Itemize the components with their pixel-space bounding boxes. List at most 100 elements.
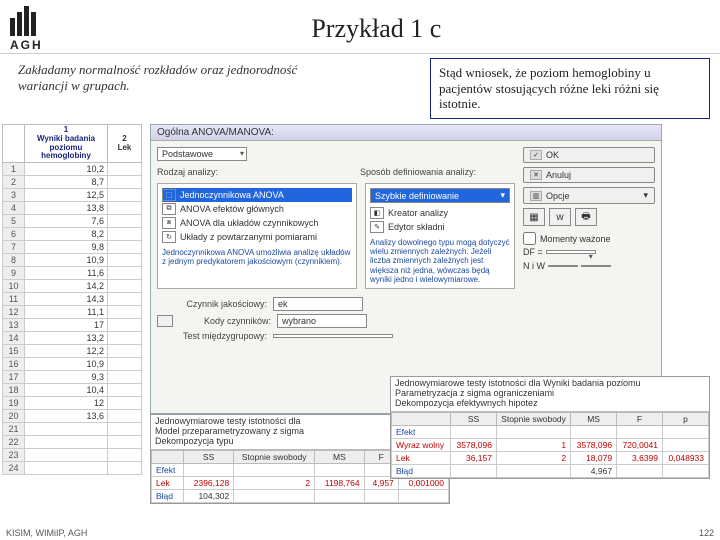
momenty-checkbox[interactable]: Momenty ważone bbox=[523, 232, 655, 245]
row-num: 13 bbox=[3, 319, 25, 332]
n-val2[interactable] bbox=[581, 265, 611, 267]
kody-label: Kody czynników: bbox=[179, 316, 271, 326]
lek-cell bbox=[108, 371, 142, 384]
hgb-value: 13,2 bbox=[25, 332, 108, 345]
type-icon: ⧉ bbox=[162, 203, 176, 215]
anova-type-0[interactable]: ⬚ Jednoczynnikowa ANOVA bbox=[162, 188, 352, 202]
row-num: 11 bbox=[3, 293, 25, 306]
czynnik-field[interactable]: ek bbox=[273, 297, 363, 311]
row-num: 5 bbox=[3, 215, 25, 228]
hgb-value: 13,6 bbox=[25, 410, 108, 423]
row-num: 4 bbox=[3, 202, 25, 215]
hgb-value: 14,2 bbox=[25, 280, 108, 293]
options-button[interactable]: ▥Opcje▾ bbox=[523, 187, 655, 204]
hgb-value bbox=[25, 423, 108, 436]
lek-cell bbox=[108, 228, 142, 241]
hgb-value: 17 bbox=[25, 319, 108, 332]
row-num: 18 bbox=[3, 384, 25, 397]
logo-text: AGH bbox=[10, 38, 43, 52]
kody-field[interactable]: wybrano bbox=[277, 314, 367, 328]
footer-right: 122 bbox=[699, 528, 714, 538]
agh-logo: AGH bbox=[10, 6, 43, 52]
hgb-value: 13,8 bbox=[25, 202, 108, 215]
footer-left: KISIM, WIMiIP, AGH bbox=[6, 528, 87, 538]
tab-podstawowe[interactable]: Podstawowe bbox=[157, 147, 247, 161]
anova-type-1[interactable]: ⧉ ANOVA efektów głównych bbox=[162, 202, 352, 216]
hemoglobin-data-table: 1 Wyniki badania poziomu hemoglobiny 2 L… bbox=[2, 124, 142, 475]
anova-right-panel: ✓OK ✕Anuluj ▥Opcje▾ ▦ w 🖶 Momenty ważone… bbox=[523, 147, 655, 405]
spec-panel: Szybkie definiowanie▾ ◧Kreator analizy✎E… bbox=[365, 183, 515, 289]
row-num: 7 bbox=[3, 241, 25, 254]
anova-dialog-title: Ogólna ANOVA/MANOVA: bbox=[151, 125, 661, 141]
n-label: N i W bbox=[523, 261, 545, 271]
row-num: 14 bbox=[3, 332, 25, 345]
spec-item-1[interactable]: ◧Kreator analizy bbox=[370, 206, 510, 220]
lek-cell bbox=[108, 267, 142, 280]
row-num: 20 bbox=[3, 410, 25, 423]
hgb-value: 12,2 bbox=[25, 345, 108, 358]
hgb-value: 11,6 bbox=[25, 267, 108, 280]
type-icon: ⧈ bbox=[162, 217, 176, 229]
lek-cell bbox=[108, 423, 142, 436]
hgb-value: 9,3 bbox=[25, 371, 108, 384]
hgb-value: 14,3 bbox=[25, 293, 108, 306]
tool-1[interactable]: ▦ bbox=[523, 208, 545, 226]
lek-cell bbox=[108, 202, 142, 215]
type-label: ANOVA dla układów czynnikowych bbox=[180, 218, 318, 228]
type-description: Jednoczynnikowa ANOVA umożliwia analizę … bbox=[162, 248, 352, 266]
hgb-value: 8,7 bbox=[25, 176, 108, 189]
row-num: 10 bbox=[3, 280, 25, 293]
row-num: 22 bbox=[3, 436, 25, 449]
test-field[interactable] bbox=[273, 334, 393, 338]
mini-toolbar: ▦ w 🖶 bbox=[523, 208, 655, 226]
spec-item-2[interactable]: ✎Edytor składni bbox=[370, 220, 510, 234]
hgb-value: 11,1 bbox=[25, 306, 108, 319]
row-num: 16 bbox=[3, 358, 25, 371]
row-num: 3 bbox=[3, 189, 25, 202]
rodzaj-label: Rodzaj analizy: bbox=[157, 167, 218, 177]
row-num: 21 bbox=[3, 423, 25, 436]
lek-cell bbox=[108, 293, 142, 306]
hgb-value: 10,2 bbox=[25, 163, 108, 176]
df-combo[interactable] bbox=[546, 250, 596, 254]
lek-cell bbox=[108, 163, 142, 176]
row-num: 9 bbox=[3, 267, 25, 280]
czynnik-label: Czynnik jakościowy: bbox=[157, 299, 267, 309]
test-label: Test międzygrupowy: bbox=[157, 331, 267, 341]
slide-header: AGH Przykład 1 c bbox=[0, 0, 720, 54]
anova-dialog: Ogólna ANOVA/MANOVA: Podstawowe Rodzaj a… bbox=[150, 124, 662, 414]
tool-3[interactable]: 🖶 bbox=[575, 208, 597, 226]
kody-icon[interactable] bbox=[157, 315, 173, 327]
row-num: 15 bbox=[3, 345, 25, 358]
row-num: 12 bbox=[3, 306, 25, 319]
row-num: 6 bbox=[3, 228, 25, 241]
cancel-button[interactable]: ✕Anuluj bbox=[523, 167, 655, 183]
type-label: Jednoczynnikowa ANOVA bbox=[180, 190, 284, 200]
row-num: 23 bbox=[3, 449, 25, 462]
spec-description: Analizy dowolnego typu mogą dotyczyć wie… bbox=[370, 238, 510, 284]
hgb-value: 10,4 bbox=[25, 384, 108, 397]
anova-type-2[interactable]: ⧈ ANOVA dla układów czynnikowych bbox=[162, 216, 352, 230]
col-header-1: 1 Wyniki badania poziomu hemoglobiny bbox=[25, 125, 108, 163]
row-num: 2 bbox=[3, 176, 25, 189]
ok-button[interactable]: ✓OK bbox=[523, 147, 655, 163]
df-label: DF = bbox=[523, 247, 543, 257]
hgb-value: 9,8 bbox=[25, 241, 108, 254]
n-val1[interactable] bbox=[548, 265, 578, 267]
result-right-title: Jednowymiarowe testy istotności dla Wyni… bbox=[391, 377, 709, 412]
spec-dropdown[interactable]: Szybkie definiowanie▾ bbox=[370, 188, 510, 203]
tool-2[interactable]: w bbox=[549, 208, 571, 226]
lek-cell bbox=[108, 384, 142, 397]
hgb-value: 7,6 bbox=[25, 215, 108, 228]
type-label: ANOVA efektów głównych bbox=[180, 204, 284, 214]
type-icon: ↻ bbox=[162, 231, 176, 243]
spec-icon: ◧ bbox=[370, 207, 384, 219]
conclusion-box: Stąd wniosek, że poziom hemoglobiny u pa… bbox=[430, 58, 710, 119]
anova-type-3[interactable]: ↻Układy z powtarzanymi pomiarami bbox=[162, 230, 352, 244]
type-icon: ⬚ bbox=[162, 189, 176, 201]
lek-cell bbox=[108, 358, 142, 371]
row-num: 1 bbox=[3, 163, 25, 176]
hgb-value: 12 bbox=[25, 397, 108, 410]
hgb-value bbox=[25, 449, 108, 462]
hgb-value bbox=[25, 462, 108, 475]
